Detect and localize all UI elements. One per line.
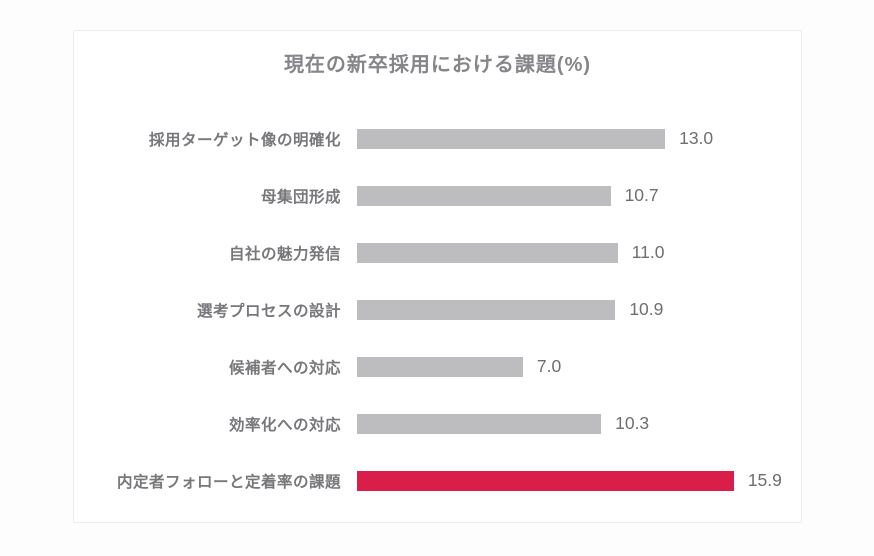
value-label: 13.0 <box>679 128 714 148</box>
bar-area: 13.0 <box>341 128 801 149</box>
bar <box>357 242 618 263</box>
chart-row: 効率化への対応 10.3 <box>74 395 801 452</box>
value-label: 15.9 <box>747 470 782 490</box>
chart-card: 現在の新卒採用における課題(%) 採用ターゲット像の明確化 13.0 母集団形成 10… <box>73 30 802 523</box>
bar-area: 10.3 <box>341 413 801 434</box>
chart-row: 選考プロセスの設計 10.9 <box>74 281 801 338</box>
bar-area: 7.0 <box>341 356 801 377</box>
value-label: 10.7 <box>624 185 659 205</box>
bar-area: 11.0 <box>341 242 801 263</box>
category-label: 自社の魅力発信 <box>228 245 341 263</box>
chart-row: 自社の魅力発信 11.0 <box>74 224 801 281</box>
category-label: 候補者への対応 <box>228 359 341 377</box>
chart-row: 候補者への対応 7.0 <box>74 338 801 395</box>
bar-area: 10.7 <box>341 185 801 206</box>
bar-chart: 採用ターゲット像の明確化 13.0 母集団形成 10.7 自社の魅力発信 11.0 選考プロ… <box>74 110 801 509</box>
category-label: 選考プロセスの設計 <box>196 302 341 320</box>
value-label: 10.9 <box>629 299 664 319</box>
value-label: 10.3 <box>615 413 650 433</box>
chart-title: 現在の新卒採用における課題(%) <box>283 54 592 76</box>
bar <box>357 413 602 434</box>
category-label: 採用ターゲット像の明確化 <box>148 131 341 149</box>
bar-area: 10.9 <box>341 299 801 320</box>
value-label: 11.0 <box>631 242 665 262</box>
bar <box>357 299 616 320</box>
chart-row: 採用ターゲット像の明確化 13.0 <box>74 110 801 167</box>
chart-row: 内定者フォローと定着率の課題 15.9 <box>74 452 801 509</box>
bar-area: 15.9 <box>341 470 801 491</box>
bar <box>357 128 666 149</box>
chart-row: 母集団形成 10.7 <box>74 167 801 224</box>
category-label: 内定者フォローと定着率の課題 <box>116 473 341 491</box>
bar <box>357 185 611 206</box>
bar-highlighted <box>357 470 734 491</box>
category-label: 効率化への対応 <box>228 416 341 434</box>
category-label: 母集団形成 <box>260 188 341 206</box>
value-label: 7.0 <box>536 356 562 376</box>
bar <box>357 356 523 377</box>
